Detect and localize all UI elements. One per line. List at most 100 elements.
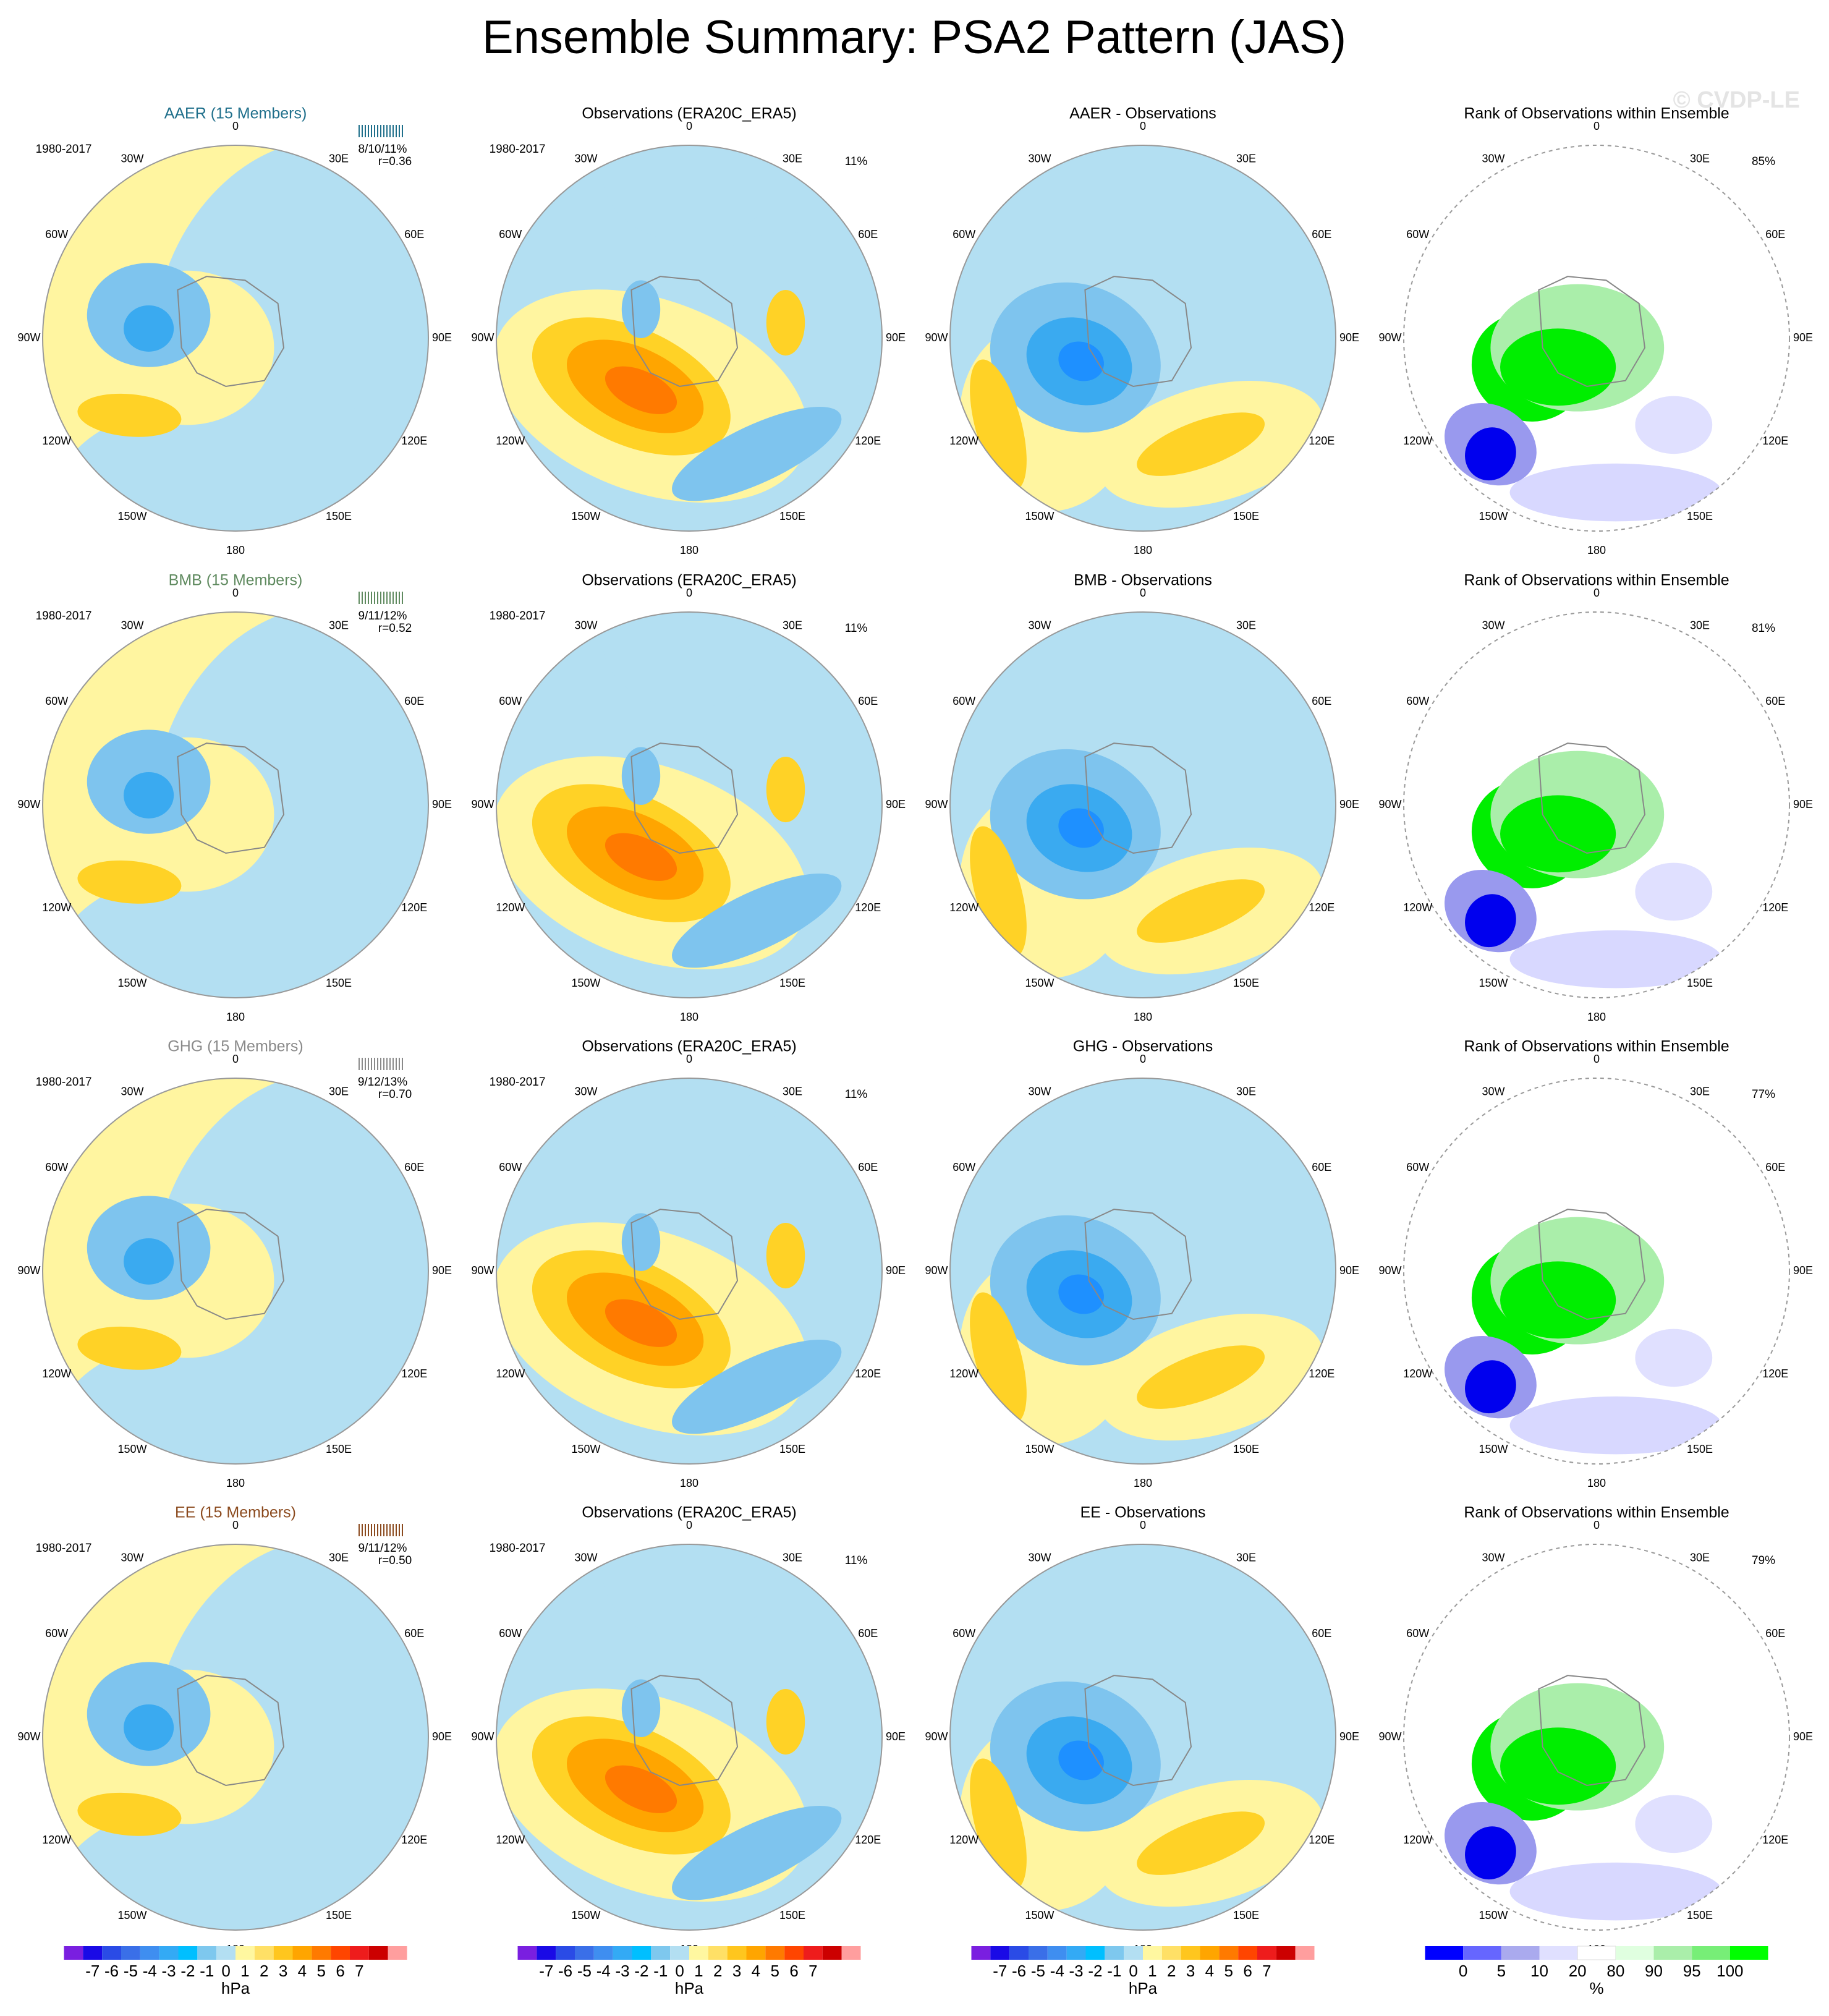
longitude-label: 150E — [1233, 1909, 1259, 1921]
colorbar-box — [1181, 1946, 1200, 1960]
colorbar-box — [273, 1946, 293, 1960]
colorbar-box — [651, 1946, 671, 1960]
map-border — [496, 145, 883, 532]
longitude-label: 90W — [17, 798, 40, 810]
colorbar-label: -2 — [1088, 1962, 1102, 1980]
longitude-label: 60W — [45, 695, 68, 707]
colorbar: 0 5 10 20 80 90 95 100% — [1425, 1946, 1768, 1997]
colorbar-box — [746, 1946, 766, 1960]
pattern-correlation: r=0.36 — [378, 155, 412, 168]
longitude-label: 90W — [925, 1264, 948, 1277]
longitude-label: 120E — [855, 901, 881, 914]
contour-region — [605, 1299, 677, 1347]
longitude-label: 90W — [471, 1264, 494, 1277]
colorbar-label: 3 — [732, 1962, 741, 1980]
longitude-label: 90E — [1793, 1730, 1813, 1743]
longitude-label: 120E — [1762, 435, 1788, 447]
colorbar-box — [254, 1946, 274, 1960]
map-border — [496, 1078, 883, 1465]
longitude-label: 180 — [680, 1477, 698, 1489]
longitude-label: 150E — [1687, 1909, 1713, 1921]
map-border — [42, 145, 429, 532]
longitude-label: 90W — [925, 331, 948, 344]
colorbar-label: 4 — [1205, 1962, 1214, 1980]
longitude-label: 30E — [1690, 619, 1710, 631]
longitude-label: 30E — [783, 152, 802, 164]
colorbar-box — [1463, 1946, 1501, 1960]
longitude-label: 30E — [783, 619, 802, 631]
longitude-label: 120E — [401, 1834, 427, 1846]
longitude-label: 90E — [432, 798, 452, 810]
colorbar-units: hPa — [675, 1979, 704, 1997]
colorbar-label: 4 — [752, 1962, 760, 1980]
colorbar-label: -3 — [616, 1962, 630, 1980]
colorbar-box — [83, 1946, 103, 1960]
pattern-correlation: r=0.52 — [378, 622, 412, 635]
colorbar-box — [1085, 1946, 1105, 1960]
contour-region — [1509, 1396, 1722, 1455]
longitude-label: 150E — [1687, 977, 1713, 989]
longitude-label: 0 — [1593, 587, 1600, 599]
colorbar-label: 0 — [221, 1962, 230, 1980]
coastline — [1084, 742, 1192, 854]
longitude-label: 30E — [783, 1551, 802, 1563]
period-label: 1980-2017 — [490, 610, 546, 623]
colorbar-box — [1692, 1946, 1730, 1960]
longitude-label: 90E — [432, 1264, 452, 1277]
longitude-label: 90E — [432, 1730, 452, 1743]
coastline — [630, 1209, 739, 1321]
colorbar-box — [784, 1946, 804, 1960]
longitude-label: 90W — [471, 798, 494, 810]
longitude-label: 150E — [1233, 1443, 1259, 1455]
colorbar-label: 20 — [1569, 1962, 1587, 1980]
colorbar-box — [1729, 1946, 1768, 1960]
period-label: 1980-2017 — [490, 143, 546, 156]
colorbar-label: 100 — [1717, 1962, 1743, 1980]
colorbar-label: -4 — [1050, 1962, 1064, 1980]
longitude-label: 120W — [1403, 901, 1432, 914]
longitude-label: 0 — [232, 1053, 239, 1065]
contour-region — [1509, 1862, 1722, 1921]
contour-region — [1465, 427, 1516, 481]
map-border — [496, 1544, 883, 1931]
map-field — [496, 1078, 882, 1464]
colorbar-box — [1653, 1946, 1692, 1960]
longitude-label: 90W — [17, 1730, 40, 1743]
contour-region — [1500, 1261, 1616, 1339]
map-panel: Observations (ERA20C_ERA5)0 30E 60E 90E 120E… — [471, 572, 906, 1023]
contour-region — [602, 145, 776, 242]
period-label: 1980-2017 — [36, 610, 92, 623]
contour-region — [970, 826, 1027, 958]
longitude-label: 120E — [1309, 1834, 1335, 1846]
contour-region — [77, 1326, 182, 1370]
colorbar-label: 1 — [694, 1962, 703, 1980]
contour-region — [766, 757, 805, 823]
map-border — [949, 145, 1336, 532]
coastline — [1084, 1675, 1192, 1787]
colorbar-label: -2 — [180, 1962, 195, 1980]
map-panel: Observations (ERA20C_ERA5)0 30E 60E 90E 120E… — [471, 1504, 906, 1955]
colorbar-label: -2 — [634, 1962, 648, 1980]
map-panel: AAER (15 Members)0 30E 60E 90E 120E 150E 180 15… — [17, 105, 452, 556]
longitude-label: 30E — [329, 619, 349, 631]
colorbar-label: -3 — [1069, 1962, 1084, 1980]
colorbar-label: 5 — [1497, 1962, 1506, 1980]
longitude-label: 120E — [855, 435, 881, 447]
longitude-label: 180 — [1587, 1477, 1606, 1489]
longitude-label: 90W — [1378, 1730, 1401, 1743]
longitude-label: 150E — [779, 1909, 805, 1921]
longitude-label: 0 — [1593, 1053, 1600, 1065]
longitude-label: 60E — [1765, 228, 1785, 240]
period-label: 1980-2017 — [490, 1542, 546, 1555]
longitude-label: 150W — [1025, 977, 1054, 989]
contour-region — [77, 393, 182, 437]
longitude-label: 150W — [571, 1909, 600, 1921]
contour-region — [1635, 1795, 1713, 1853]
longitude-label: 90W — [925, 1730, 948, 1743]
colorbar-box — [121, 1946, 140, 1960]
longitude-label: 150E — [326, 1909, 352, 1921]
colorbar-box — [537, 1946, 556, 1960]
colorbar-box — [1143, 1946, 1162, 1960]
